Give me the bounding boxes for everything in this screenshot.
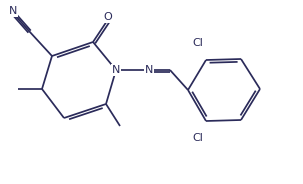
- Text: N: N: [112, 65, 120, 75]
- Text: O: O: [104, 12, 112, 22]
- Text: Cl: Cl: [193, 133, 203, 143]
- Text: N: N: [9, 6, 17, 16]
- Text: Cl: Cl: [193, 38, 203, 48]
- Text: N: N: [145, 65, 153, 75]
